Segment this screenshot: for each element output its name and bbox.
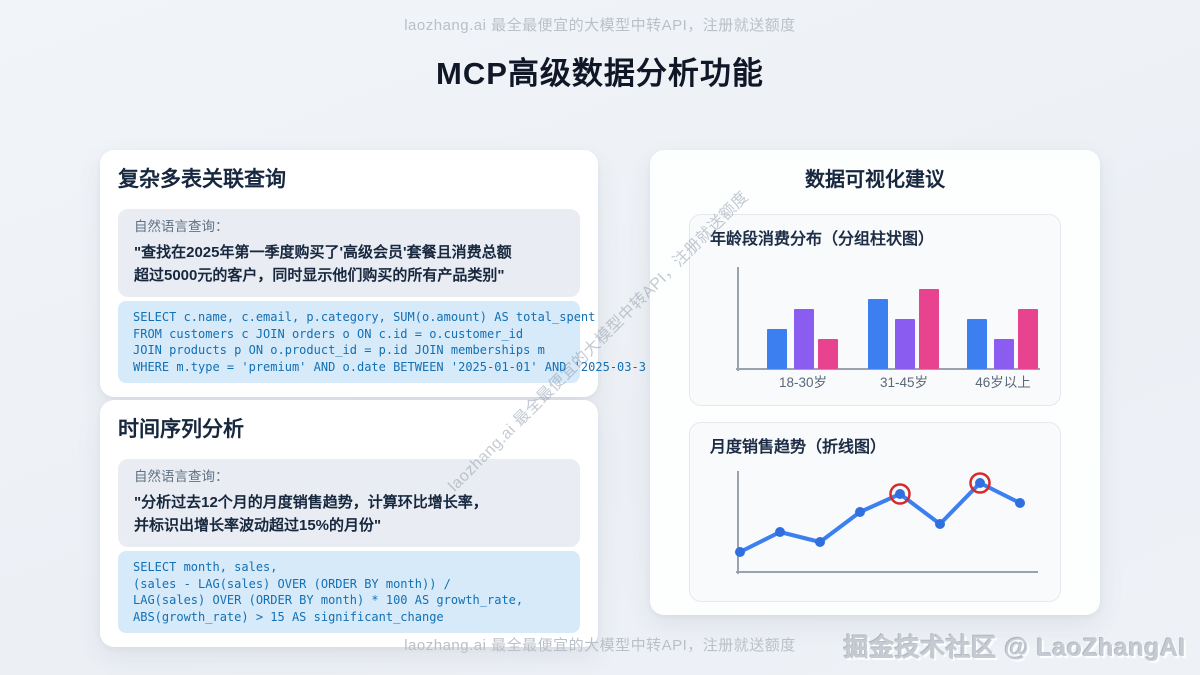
footer-credit: 掘金技术社区 @ LaoZhangAI (843, 634, 1186, 662)
card-time-series: 时间序列分析 自然语言查询： "分析过去12个月的月度销售趋势，计算环比增长率，… (100, 400, 598, 647)
bar-pink-18-30岁 (818, 339, 838, 369)
bar-purple-31-45岁 (895, 319, 915, 369)
x-tick-label: 31-45岁 (880, 375, 928, 390)
data-point-8 (1015, 498, 1025, 508)
footer-tagline: laozhang.ai 最全最便宜的大模型中转API，注册就送额度 (404, 637, 796, 654)
bar-blue-46岁以上 (967, 319, 987, 369)
line-chart-panel: 月度销售趋势（折线图） (689, 422, 1061, 602)
bar-chart-panel: 年龄段消费分布（分组柱状图） 18-30岁 31-45岁 46岁以上 (689, 214, 1061, 406)
bar-purple-46岁以上 (994, 339, 1014, 369)
card-multi-table-title: 复杂多表关联查询 (118, 168, 286, 191)
data-point-6 (935, 519, 945, 529)
card-visualization-title: 数据可视化建议 (805, 169, 945, 191)
x-tick-label: 18-30岁 (779, 375, 827, 390)
card-time-series-title: 时间序列分析 (118, 418, 244, 441)
natural-language-query-box: 自然语言查询： "分析过去12个月的月度销售趋势，计算环比增长率， 并标识出增长… (118, 459, 580, 547)
page-title: MCP高级数据分析功能 (436, 56, 764, 91)
bar-pink-31-45岁 (919, 289, 939, 369)
query-text: "查找在2025年第一季度购买了'高级会员'套餐且消费总额 超过5000元的客户… (134, 244, 512, 284)
bar-purple-18-30岁 (794, 309, 814, 369)
data-point-2 (775, 527, 785, 537)
bar-pink-46岁以上 (1018, 309, 1038, 369)
card-visualization: 数据可视化建议 年龄段消费分布（分组柱状图） 18-30岁 31-45岁 46岁以上… (650, 150, 1100, 615)
highlight-ring-5 (889, 483, 911, 505)
data-point-3 (815, 537, 825, 547)
sql-code-block: SELECT month, sales, (sales - LAG(sales)… (118, 551, 580, 633)
line-chart-title: 月度销售趋势（折线图） (710, 439, 887, 456)
grouped-bar-chart: 18-30岁 31-45岁 46岁以上 (736, 267, 1040, 390)
card-multi-table-query: 复杂多表关联查询 自然语言查询： "查找在2025年第一季度购买了'高级会员'套… (100, 150, 646, 397)
query-text: "分析过去12个月的月度销售趋势，计算环比增长率， 并标识出增长率波动超过15%… (134, 494, 488, 534)
data-point-5 (895, 489, 905, 499)
bar-chart-title: 年龄段消费分布（分组柱状图） (710, 231, 935, 248)
x-tick-label: 46岁以上 (975, 375, 1031, 390)
highlight-ring-7 (969, 472, 991, 494)
bar-blue-31-45岁 (868, 299, 888, 369)
data-point-7 (975, 478, 985, 488)
bar-blue-18-30岁 (767, 329, 787, 369)
line-chart (735, 471, 1038, 574)
query-label: 自然语言查询： (134, 469, 229, 484)
query-label: 自然语言查询： (134, 219, 229, 234)
natural-language-query-box: 自然语言查询： "查找在2025年第一季度购买了'高级会员'套餐且消费总额 超过… (118, 209, 580, 297)
data-point-4 (855, 507, 865, 517)
data-point-1 (735, 547, 745, 557)
top-tagline: laozhang.ai 最全最便宜的大模型中转API，注册就送额度 (404, 17, 796, 34)
sql-code-block: SELECT c.name, c.email, p.category, SUM(… (118, 301, 646, 383)
